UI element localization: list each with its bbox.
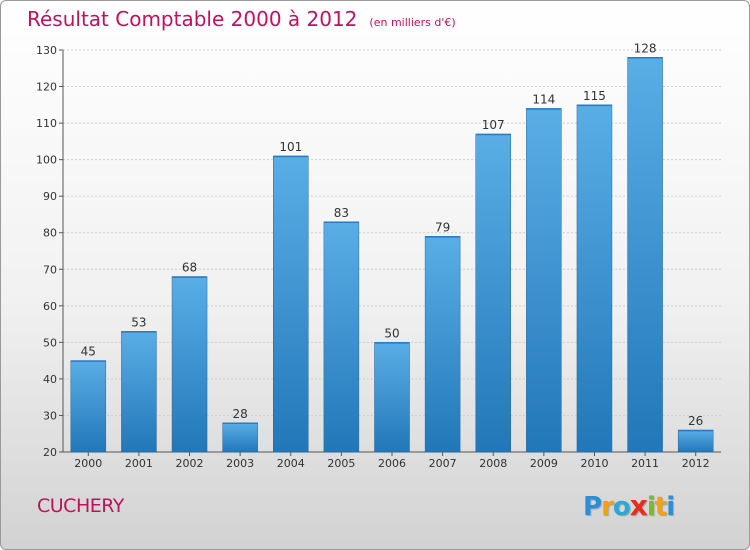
y-tick-label: 110	[36, 117, 57, 130]
x-tick-label: 2009	[530, 457, 558, 470]
logo-letter: i	[666, 492, 675, 522]
bar-2012	[677, 429, 714, 453]
bar-2000	[70, 360, 107, 453]
y-tick-label: 80	[43, 227, 57, 240]
logo-letter: o	[612, 492, 631, 522]
bar-2008	[475, 133, 511, 453]
x-tick-label: 2006	[378, 457, 406, 470]
bar-2007	[424, 236, 461, 453]
bar-value-label: 114	[532, 92, 555, 106]
chart-title-text: Résultat Comptable 2000 à 2012	[27, 7, 358, 31]
bar-value-label: 101	[279, 140, 302, 154]
x-tick-label: 2001	[125, 457, 153, 470]
bar-value-label: 79	[435, 220, 450, 234]
y-tick-label: 30	[43, 409, 57, 422]
bar-value-label: 107	[482, 118, 505, 132]
bar-2006	[374, 342, 410, 453]
bar-value-label: 115	[583, 89, 606, 103]
x-tick-label: 2002	[176, 457, 204, 470]
commune-name: CUCHERY	[37, 495, 124, 517]
x-tick-label: 2012	[682, 457, 710, 470]
y-tick-label: 50	[43, 336, 57, 349]
bar-value-label: 26	[688, 414, 703, 428]
bar-value-label: 68	[182, 261, 197, 275]
x-tick-label: 2005	[327, 457, 355, 470]
x-tick-label: 2007	[429, 457, 457, 470]
proxiti-logo: Proxiti	[583, 489, 675, 522]
chart-unit: (en milliers d'€)	[369, 16, 456, 29]
x-tick-label: 2008	[479, 457, 507, 470]
y-tick-label: 130	[36, 44, 57, 57]
x-tick-label: 2010	[580, 457, 608, 470]
y-tick-label: 120	[36, 81, 57, 94]
y-tick-label: 60	[43, 300, 57, 313]
y-tick-label: 90	[43, 190, 57, 203]
bar-2010	[576, 104, 613, 453]
y-tick-label: 20	[43, 446, 57, 459]
bar-2005	[323, 221, 360, 453]
bar-value-label: 83	[334, 206, 349, 220]
y-tick-label: 40	[43, 373, 57, 386]
logo-letter: t	[654, 492, 667, 522]
logo-letter: P	[583, 492, 602, 522]
x-tick-label: 2004	[277, 457, 305, 470]
chart-title: Résultat Comptable 2000 à 2012 (en millie…	[27, 7, 456, 31]
bar-2003	[222, 422, 258, 453]
bar-2011	[627, 57, 663, 453]
x-tick-label: 2011	[631, 457, 659, 470]
bar-value-label: 28	[233, 407, 248, 421]
bar-value-label: 50	[384, 326, 399, 340]
y-tick-label: 100	[36, 154, 57, 167]
logo-letter: x	[629, 489, 648, 522]
bar-2009	[526, 108, 562, 453]
bar-2001	[121, 331, 157, 453]
logo-letter: r	[601, 492, 614, 522]
logo-letter: i	[646, 492, 656, 522]
bar-value-label: 128	[634, 41, 657, 55]
bar-value-label: 45	[81, 345, 96, 359]
bar-2002	[171, 276, 208, 453]
bar-2004	[273, 155, 309, 453]
bar-value-label: 53	[131, 315, 146, 329]
x-tick-label: 2000	[74, 457, 102, 470]
x-tick-label: 2003	[226, 457, 254, 470]
y-tick-label: 70	[43, 263, 57, 276]
